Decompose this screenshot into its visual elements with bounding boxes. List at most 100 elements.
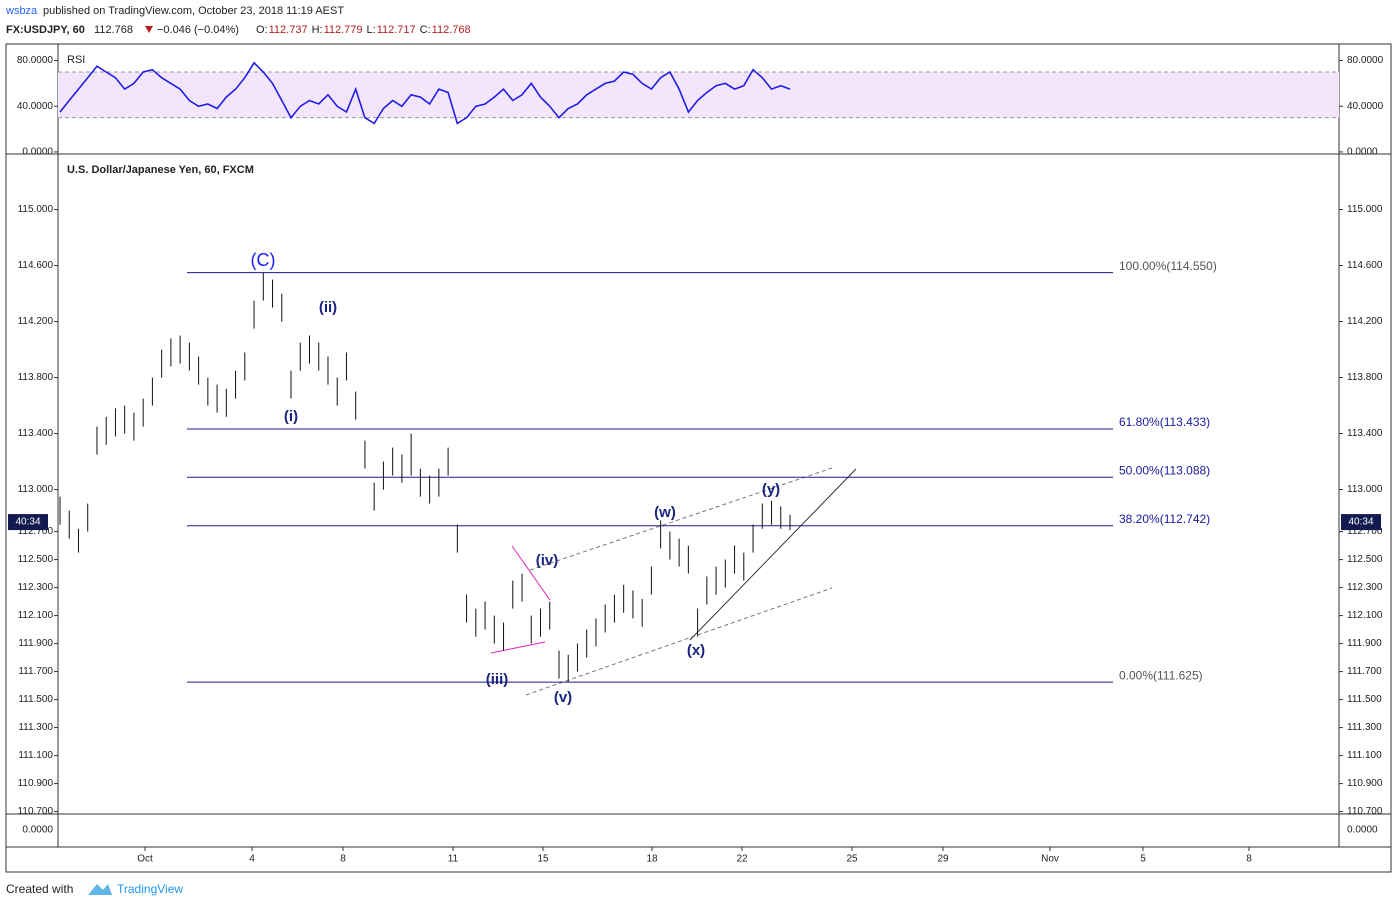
channel-line — [525, 587, 833, 696]
wave-label: (i) — [284, 408, 298, 425]
x-tick-label: Oct — [137, 854, 153, 865]
created-with: Created with — [6, 882, 73, 896]
triangle-line — [490, 641, 546, 654]
x-tick-label: Nov — [1041, 854, 1059, 865]
channel-line — [529, 467, 833, 571]
y-tick-label: 113.800 — [1347, 372, 1383, 383]
wave-label: (y) — [762, 481, 780, 498]
countdown: 40:34 — [15, 517, 40, 528]
y-tick-label: 111.700 — [1347, 666, 1382, 677]
y-tick-label: 112.100 — [18, 610, 54, 621]
y-tick-label: 114.600 — [1347, 260, 1383, 271]
wave-label: (ii) — [319, 299, 337, 316]
y-tick-label: 112.300 — [1347, 582, 1383, 593]
ohlc-value: 112.779 — [324, 24, 363, 36]
x-tick-label: 8 — [340, 854, 346, 865]
brand[interactable]: TradingView — [117, 882, 183, 896]
y-tick-label: 110.700 — [1347, 806, 1383, 817]
publisher[interactable]: wsbza — [5, 5, 38, 17]
symbol: FX:USDJPY, 60 — [6, 24, 85, 36]
y-tick-label: 0.0000 — [1347, 147, 1378, 158]
y-tick-label: 110.700 — [18, 806, 54, 817]
y-tick-label: 113.800 — [18, 372, 54, 383]
triangle-line — [511, 545, 551, 601]
x-tick-label: 22 — [736, 854, 748, 865]
y-tick-label: 115.000 — [18, 204, 54, 215]
y-tick-label: 111.900 — [1347, 638, 1382, 649]
y-tick-label: 111.100 — [1347, 750, 1382, 761]
y-tick-label: 0.0000 — [22, 825, 53, 836]
y-tick-label: 113.400 — [1347, 428, 1383, 439]
y-tick-label: 0.0000 — [1347, 825, 1378, 836]
y-tick-label: 80.0000 — [1347, 55, 1384, 66]
ohlc-key: C: — [420, 24, 431, 36]
x-tick-label: 8 — [1246, 854, 1252, 865]
y-tick-label: 80.0000 — [17, 55, 54, 66]
y-tick-label: 113.400 — [18, 428, 54, 439]
y-tick-label: 112.300 — [18, 582, 54, 593]
y-tick-label: 111.100 — [18, 750, 53, 761]
y-tick-label: 40.0000 — [17, 101, 54, 112]
x-tick-label: 11 — [448, 854, 459, 865]
x-tick-label: 29 — [937, 854, 949, 865]
y-tick-label: 115.000 — [1347, 204, 1383, 215]
y-tick-label: 113.000 — [18, 484, 54, 495]
price-badge — [1341, 514, 1381, 531]
x-tick-label: 15 — [537, 854, 549, 865]
wave-label: (C) — [251, 250, 276, 270]
x-tick-label: 18 — [646, 854, 658, 865]
ohlc-key: H: — [312, 24, 323, 36]
ohlc-value: 112.737 — [269, 24, 308, 36]
y-tick-label: 110.900 — [18, 778, 54, 789]
rsi-label: RSI — [67, 54, 85, 66]
change: −0.046 (−0.04%) — [157, 24, 239, 36]
fib-label: 38.20%(112.742) — [1119, 512, 1210, 526]
y-tick-label: 112.100 — [1347, 610, 1383, 621]
chart-title: U.S. Dollar/Japanese Yen, 60, FXCM — [67, 164, 254, 176]
price-badge — [8, 514, 48, 531]
fib-label: 61.80%(113.433) — [1119, 415, 1210, 429]
frame — [5, 43, 1392, 873]
ohlc-value: 112.717 — [377, 24, 416, 36]
y-tick-label: 114.200 — [18, 316, 54, 327]
wave-label: (iv) — [536, 552, 559, 569]
y-tick-label: 112.500 — [18, 554, 54, 565]
fib-label: 100.00%(114.550) — [1119, 259, 1217, 273]
wave-label: (x) — [687, 642, 705, 659]
x-tick-label: 25 — [846, 854, 858, 865]
fib-label: 0.00%(111.625) — [1119, 668, 1203, 682]
wave-label: (v) — [554, 689, 572, 706]
y-tick-label: 111.700 — [18, 666, 53, 677]
down-arrow — [145, 26, 153, 33]
last-price: 112.768 — [94, 24, 133, 36]
y-tick-label: 40.0000 — [1347, 101, 1384, 112]
x-tick-label: 5 — [1140, 854, 1146, 865]
y-tick-label: 110.900 — [1347, 778, 1383, 789]
wave-label: (w) — [654, 504, 676, 521]
ohlc-key: O: — [256, 24, 268, 36]
y-tick-label: 111.500 — [1347, 694, 1382, 705]
y-tick-label: 114.600 — [18, 260, 54, 271]
logo — [88, 884, 112, 895]
published: published on TradingView.com, October 23… — [43, 5, 344, 17]
y-tick-label: 113.000 — [1347, 484, 1383, 495]
y-tick-label: 111.300 — [1347, 722, 1382, 733]
wave-label: (iii) — [486, 671, 509, 688]
y-tick-label: 111.300 — [18, 722, 53, 733]
x-tick-label: 4 — [249, 854, 255, 865]
y-tick-label: 112.700 — [1347, 526, 1383, 537]
y-tick-label: 0.0000 — [22, 147, 53, 158]
y-tick-label: 114.200 — [1347, 316, 1383, 327]
trend-line — [689, 468, 857, 641]
fib-label: 50.00%(113.088) — [1119, 463, 1210, 477]
ohlc-key: L: — [367, 24, 376, 36]
rsi-band — [58, 71, 1339, 118]
y-tick-label: 111.500 — [18, 694, 53, 705]
y-tick-label: 112.700 — [18, 526, 54, 537]
y-tick-label: 111.900 — [18, 638, 53, 649]
y-tick-label: 112.500 — [1347, 554, 1383, 565]
ohlc-value: 112.768 — [432, 24, 471, 36]
rsi-line — [59, 61, 791, 125]
countdown: 40:34 — [1348, 517, 1373, 528]
